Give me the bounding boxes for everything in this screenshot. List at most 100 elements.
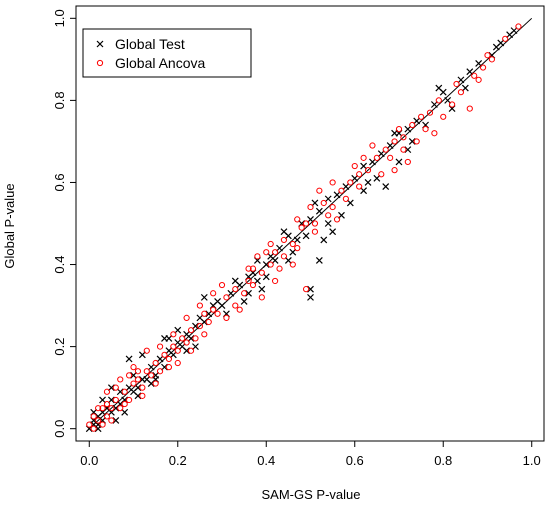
global-test-point xyxy=(369,158,376,166)
x-tick-label: 0.4 xyxy=(257,453,275,468)
global-test-point xyxy=(338,211,345,219)
global-ancova-point xyxy=(258,269,265,276)
global-ancova-point xyxy=(311,228,319,235)
global-ancova-point xyxy=(187,327,195,334)
global-test-point xyxy=(138,351,146,359)
global-ancova-point xyxy=(422,126,429,133)
legend-circle-glyph xyxy=(96,59,104,67)
global-ancova-point xyxy=(210,290,217,297)
global-ancova-point xyxy=(488,56,496,63)
global-ancova-point xyxy=(112,396,119,404)
global-test-point xyxy=(94,425,102,433)
global-ancova-point xyxy=(152,380,159,387)
global-ancova-point xyxy=(294,245,301,252)
legend-box xyxy=(82,28,252,78)
global-ancova-point xyxy=(471,72,478,79)
legend-x-glyph xyxy=(96,40,104,48)
global-ancova-point xyxy=(272,277,279,285)
global-test-point xyxy=(413,117,421,125)
global-ancova-point xyxy=(280,253,288,260)
global-ancova-point xyxy=(99,405,106,412)
global-ancova-point xyxy=(267,261,274,268)
global-test-point xyxy=(200,318,208,326)
x-tick-label: 1.0 xyxy=(523,453,541,468)
global-ancova-point xyxy=(170,343,177,350)
global-ancova-point xyxy=(298,224,305,231)
global-test-point xyxy=(293,236,301,244)
global-ancova-point xyxy=(316,187,323,194)
global-ancova-point xyxy=(333,216,341,223)
global-test-point xyxy=(187,334,195,342)
global-test-point xyxy=(307,285,314,293)
global-test-point xyxy=(497,39,505,47)
legend: Global Test Global Ancova xyxy=(82,28,252,78)
global-ancova-point xyxy=(143,347,150,354)
global-ancova-point xyxy=(475,76,482,83)
global-ancova-point xyxy=(139,392,146,399)
global-test-point xyxy=(382,183,390,190)
global-ancova-point xyxy=(170,331,177,338)
global-ancova-point xyxy=(117,405,124,412)
global-ancova-point xyxy=(103,388,111,395)
global-test-point xyxy=(227,289,235,297)
global-test-point xyxy=(360,187,368,195)
global-test-point xyxy=(386,142,394,149)
global-ancova-point xyxy=(117,376,124,383)
global-ancova-point xyxy=(249,265,257,272)
plot-frame xyxy=(75,5,545,442)
global-ancova-point xyxy=(502,35,509,42)
global-test-point xyxy=(391,129,398,137)
x-tick-label: 0.8 xyxy=(434,453,452,468)
global-ancova-point xyxy=(373,154,380,161)
global-ancova-point xyxy=(165,364,173,371)
global-ancova-point xyxy=(307,203,314,211)
global-ancova-point xyxy=(201,310,208,317)
global-ancova-point xyxy=(400,134,407,141)
global-test-point xyxy=(320,236,328,244)
global-ancova-point xyxy=(311,220,319,227)
global-ancova-point xyxy=(329,179,336,186)
global-test-point xyxy=(280,228,288,236)
legend-label-global-ancova: Global Ancova xyxy=(115,55,205,71)
global-test-point xyxy=(107,384,115,392)
global-ancova-point xyxy=(196,322,203,330)
y-tick-label: 0.8 xyxy=(52,91,67,109)
global-ancova-point xyxy=(302,286,310,293)
global-ancova-point xyxy=(112,384,119,391)
y-tick-label: 0.0 xyxy=(52,420,67,438)
global-test-point xyxy=(284,257,292,264)
global-ancova-point xyxy=(329,203,336,211)
global-ancova-point xyxy=(404,158,411,166)
global-ancova-point xyxy=(342,195,349,202)
global-ancova-point xyxy=(148,372,155,379)
global-ancova-point xyxy=(183,339,190,346)
global-test-point xyxy=(435,84,443,92)
global-test-point xyxy=(258,285,266,293)
global-ancova-point xyxy=(466,105,473,112)
global-ancova-point xyxy=(179,335,186,342)
global-ancova-point xyxy=(387,154,394,161)
global-ancova-point xyxy=(360,154,367,161)
global-test-point xyxy=(324,220,332,227)
global-ancova-point xyxy=(214,310,221,317)
global-ancova-point xyxy=(272,249,279,256)
global-test-point xyxy=(457,76,465,84)
global-test-point xyxy=(404,146,412,154)
global-ancova-point xyxy=(95,405,102,412)
y-tick-label: 0.2 xyxy=(52,338,67,356)
global-test-point xyxy=(377,150,385,158)
global-ancova-point xyxy=(90,413,97,420)
global-ancova-point xyxy=(241,290,248,297)
global-test-point xyxy=(183,347,191,355)
global-test-point xyxy=(214,298,222,305)
global-ancova-point xyxy=(515,23,522,30)
global-test-point xyxy=(262,261,270,268)
global-test-point xyxy=(506,31,514,39)
global-test-point xyxy=(276,244,283,252)
y-tick-label: 0.6 xyxy=(52,173,67,191)
global-ancova-point xyxy=(289,261,296,268)
global-test-point xyxy=(461,84,469,92)
global-test-point xyxy=(289,248,297,256)
global-ancova-point xyxy=(453,80,460,88)
axes: 0.0 0.2 0.4 0.6 0.8 1.0 0.0 0.2 0.4 0.6 0.8 1.0 xyxy=(52,5,545,468)
